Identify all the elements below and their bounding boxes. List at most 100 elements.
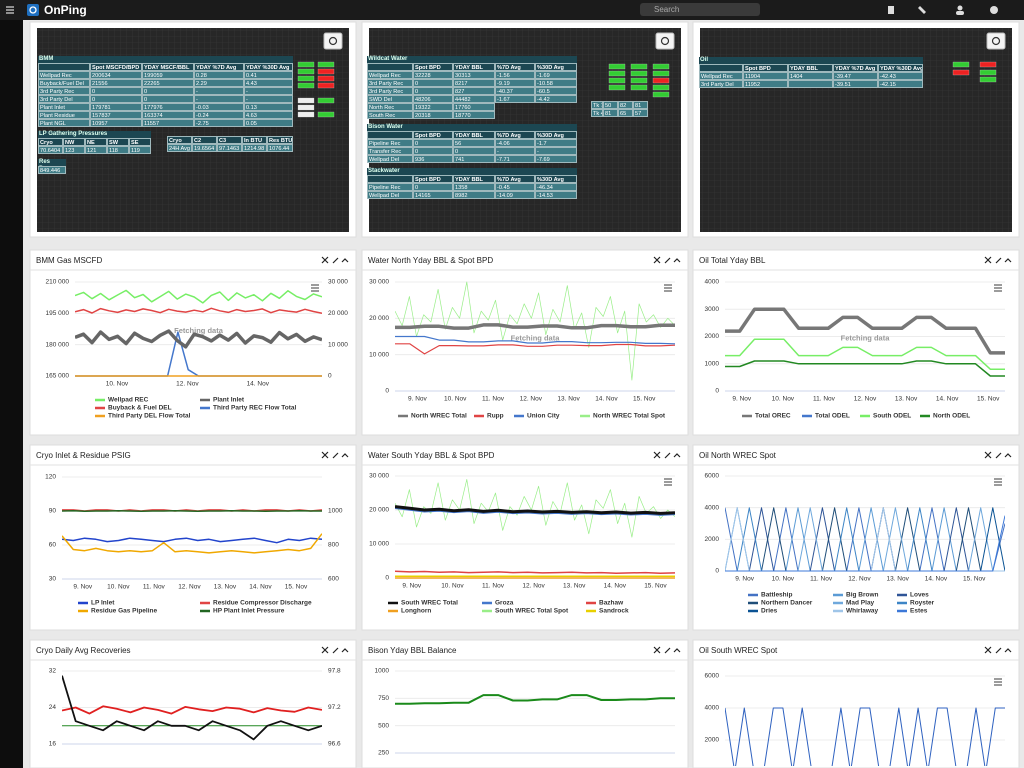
y-tick-label: 180 000 bbox=[46, 341, 70, 348]
legend-label[interactable]: Third Party REC Flow Total bbox=[213, 405, 296, 412]
legend-label[interactable]: Wellpad REC bbox=[108, 397, 149, 404]
legend-label[interactable]: Loves bbox=[910, 592, 929, 599]
legend-label[interactable]: Buyback & Fuel DEL bbox=[108, 405, 172, 412]
table-cell: Wellpad Del bbox=[367, 155, 413, 163]
status-box bbox=[317, 82, 335, 89]
logo[interactable] bbox=[26, 3, 40, 17]
y-tick-label: 120 bbox=[45, 474, 56, 481]
panel-controls[interactable] bbox=[984, 451, 1012, 459]
legend-label[interactable]: LP Inlet bbox=[91, 600, 115, 607]
chart-panel bbox=[29, 639, 357, 768]
series-line bbox=[395, 570, 675, 574]
table-cell: Spot BPD bbox=[413, 63, 453, 71]
y2-tick-label: 96.6 bbox=[328, 741, 341, 748]
legend-label[interactable]: Dries bbox=[761, 608, 778, 615]
table-cell: 3rd Party Rec bbox=[367, 79, 413, 87]
legend-label[interactable]: HP Plant Inlet Pressure bbox=[213, 608, 285, 615]
table-cell: - bbox=[244, 87, 293, 95]
panel-controls[interactable] bbox=[321, 451, 349, 459]
legend-label[interactable]: Residue Compressor Discharge bbox=[213, 600, 312, 607]
legend-label[interactable]: Longhorn bbox=[401, 608, 431, 615]
legend-label[interactable]: Northern Dancer bbox=[761, 600, 813, 607]
table-cell: 22265 bbox=[142, 79, 194, 87]
table-cell: YDAY BBL bbox=[453, 63, 495, 71]
panel-controls[interactable] bbox=[653, 256, 681, 264]
table-cell: 24H Avg bbox=[167, 144, 192, 152]
legend-label[interactable]: Groza bbox=[495, 600, 514, 607]
table-cell: Wellpad Rec bbox=[38, 71, 90, 79]
panel-controls[interactable] bbox=[653, 646, 681, 654]
refresh-button[interactable] bbox=[655, 32, 675, 50]
table-cell: 4.63 bbox=[244, 111, 293, 119]
table-cell: 1358 bbox=[453, 183, 495, 191]
panel-controls[interactable] bbox=[321, 646, 349, 654]
table-cell: 741 bbox=[453, 155, 495, 163]
panel-controls[interactable] bbox=[653, 451, 681, 459]
legend-label[interactable]: Royster bbox=[910, 600, 935, 607]
search-box[interactable]: Search bbox=[640, 3, 760, 16]
expand-icon bbox=[321, 646, 329, 654]
legend-label[interactable]: Big Brown bbox=[846, 592, 879, 599]
legend-label[interactable]: Bazhaw bbox=[599, 600, 624, 607]
legend-label[interactable]: North WREC Total bbox=[411, 413, 467, 420]
table-cell: Wellpad Del bbox=[367, 191, 413, 199]
legend-label[interactable]: Third Party DEL Flow Total bbox=[108, 413, 191, 420]
expand-icon bbox=[984, 646, 992, 654]
table-cell: -4.06 bbox=[495, 139, 535, 147]
legend-label[interactable]: North ODEL bbox=[933, 413, 970, 420]
legend-label[interactable]: Rupp bbox=[487, 413, 504, 420]
table-title: Stackwater bbox=[367, 168, 577, 175]
y-tick-label: 0 bbox=[385, 388, 389, 395]
y2-tick-label: 1000 bbox=[328, 508, 343, 515]
table-cell: -42.15 bbox=[878, 80, 923, 88]
panel-controls[interactable] bbox=[984, 256, 1012, 264]
brand[interactable]: OnPing bbox=[44, 3, 87, 17]
table-cell: 118 bbox=[107, 146, 129, 154]
legend-label[interactable]: Plant Inlet bbox=[213, 397, 245, 404]
y-tick-label: 4000 bbox=[705, 279, 720, 286]
y2-tick-label: 20 000 bbox=[328, 310, 348, 317]
table-cell: Plant NGL bbox=[38, 119, 90, 127]
table-cell: Plant Inlet bbox=[38, 103, 90, 111]
legend-label[interactable]: Union City bbox=[527, 413, 560, 420]
table-title: Wildcat Water bbox=[367, 56, 577, 63]
chart-title: Oil North WREC Spot bbox=[699, 451, 777, 460]
legend-label[interactable]: Residue Gas Pipeline bbox=[91, 608, 157, 615]
series-line bbox=[395, 479, 675, 538]
toolbar-icons[interactable] bbox=[880, 0, 1010, 20]
legend-label[interactable]: Estes bbox=[910, 608, 928, 615]
menu-icon[interactable] bbox=[0, 0, 20, 20]
table-cell: 32228 bbox=[413, 71, 453, 79]
status-box bbox=[952, 61, 970, 68]
refresh-button[interactable] bbox=[986, 32, 1006, 50]
legend-label[interactable]: South WREC Total Spot bbox=[495, 608, 569, 615]
panel-controls[interactable] bbox=[984, 646, 1012, 654]
table-cell: -0.45 bbox=[495, 183, 535, 191]
legend-label[interactable]: Total OREC bbox=[755, 413, 791, 420]
table-cell: 0.13 bbox=[244, 103, 293, 111]
status-box bbox=[297, 61, 315, 68]
refresh-button[interactable] bbox=[323, 32, 343, 50]
legend-label[interactable]: Mad Play bbox=[846, 600, 875, 607]
table-cell: 0.41 bbox=[244, 71, 293, 79]
legend-label[interactable]: Battleship bbox=[761, 592, 792, 599]
status-box bbox=[317, 75, 335, 82]
legend-label[interactable]: Whirlaway bbox=[846, 608, 879, 615]
table-title: Oil bbox=[699, 57, 923, 64]
legend-label[interactable]: South WREC Total bbox=[401, 600, 458, 607]
table-cell: %7D Avg bbox=[495, 175, 535, 183]
x-tick-label: 11. Nov bbox=[143, 584, 166, 591]
expand-icon bbox=[984, 451, 992, 459]
table-cell: -1.69 bbox=[535, 71, 577, 79]
table-cell: %30D Avg bbox=[535, 131, 577, 139]
panel-controls[interactable] bbox=[321, 256, 349, 264]
legend-label[interactable]: North WREC Total Spot bbox=[593, 413, 666, 420]
table-cell bbox=[367, 175, 413, 183]
legend-label[interactable]: Total ODEL bbox=[815, 413, 850, 420]
table-cell: C3 bbox=[217, 136, 242, 144]
legend-label[interactable]: South ODEL bbox=[873, 413, 911, 420]
y-tick-label: 2000 bbox=[705, 536, 720, 543]
table-cell: - bbox=[535, 147, 577, 155]
legend-label[interactable]: Sandrock bbox=[599, 608, 629, 615]
